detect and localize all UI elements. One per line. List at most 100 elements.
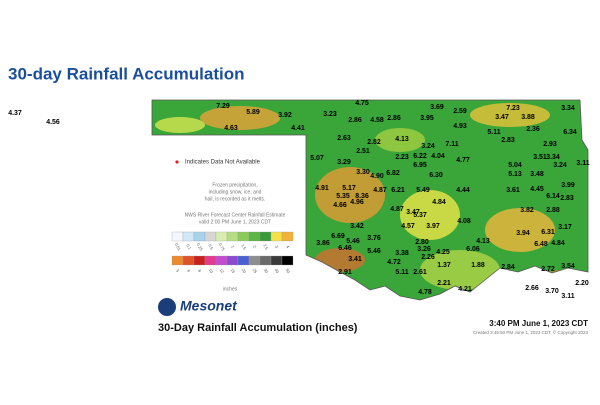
legend-swatch — [226, 231, 239, 242]
station-value: 2.72 — [541, 266, 555, 273]
station-value: 4.66 — [333, 202, 347, 209]
logo-text: Mesonet — [180, 298, 238, 314]
station-value: 4.78 — [418, 289, 432, 296]
legend-scale-label: 30 — [263, 268, 270, 275]
legend-swatch — [248, 231, 261, 242]
timestamp: 3:40 PM June 1, 2023 CDT — [489, 319, 588, 328]
station-value: 4.44 — [456, 187, 470, 194]
station-value: 3.70 — [545, 288, 559, 295]
legend-scale-label: 1 — [230, 245, 236, 250]
created-note: Created 3:45:50 PM June 1, 2023 CDT. © C… — [473, 329, 589, 335]
legend-swatch — [204, 231, 217, 242]
legend-scale-label: 12 — [219, 268, 226, 275]
legend-swatch — [204, 255, 217, 266]
nws-valid: valid 2:00 PM June 1, 2023 CDT — [199, 219, 271, 225]
station-value: 4.13 — [476, 238, 490, 245]
station-value: 6.46 — [338, 245, 352, 252]
legend-scale-label: 0.25 — [196, 242, 205, 252]
station-value: 4.45 — [530, 186, 544, 193]
legend-scale-label: 6 — [186, 269, 192, 274]
legend-scale-label: 0.01 — [174, 242, 183, 252]
station-value: 2.86 — [387, 115, 401, 122]
legend-swatch — [182, 255, 195, 266]
legend-unit: inches — [223, 286, 238, 292]
legend-scale-label: 0.1 — [185, 243, 192, 251]
station-value: 4.08 — [457, 218, 471, 225]
station-value: 3.54 — [561, 263, 575, 270]
station-value: 2.63 — [337, 135, 351, 142]
legend-swatch — [259, 255, 272, 266]
station-value: 2.66 — [525, 285, 539, 292]
station-value: 8.36 — [355, 193, 369, 200]
station-value: 4.93 — [453, 123, 467, 130]
station-value: 4.56 — [46, 119, 60, 126]
legend-scale-label: 8 — [197, 269, 203, 274]
station-value: 3.82 — [520, 207, 534, 214]
station-value: 3.95 — [420, 115, 434, 122]
station-value: 2.83 — [501, 137, 515, 144]
legend-scale-label: 3 — [274, 245, 280, 250]
station-value: 2.20 — [575, 280, 589, 287]
legend-swatch — [259, 231, 272, 242]
legend-scale-label: 2.5 — [262, 243, 269, 251]
legend-swatch — [281, 255, 294, 266]
station-value: 5.07 — [310, 155, 324, 162]
legend-scale-label: 20 — [241, 268, 248, 275]
station-value: 4.77 — [456, 157, 470, 164]
station-value: 5.17 — [342, 185, 356, 192]
legend-scale-label: 2 — [252, 245, 258, 250]
station-value: 3.47 — [406, 209, 420, 216]
station-value: 3.76 — [367, 235, 381, 242]
station-value: 7.11 — [445, 141, 458, 148]
station-value: 2.26 — [421, 254, 435, 261]
legend-scale-label: 10 — [208, 268, 215, 275]
station-value: 5.46 — [367, 248, 381, 255]
legend-scale-label: 0.5 — [207, 243, 214, 251]
legend-scale-label: 1.5 — [240, 243, 247, 251]
legend-swatch — [226, 255, 239, 266]
legend-swatch — [171, 231, 184, 242]
station-value: 6.95 — [413, 162, 427, 169]
station-value: 5.37 — [413, 212, 427, 219]
legend-scale-label: 0.75 — [218, 242, 227, 252]
station-value: 3.92 — [278, 112, 292, 119]
station-value: 3.51 — [533, 154, 547, 161]
station-value: 2.36 — [526, 126, 540, 133]
station-value: 2.84 — [501, 264, 515, 271]
station-value: 3.94 — [516, 230, 530, 237]
station-value: 2.83 — [560, 195, 574, 202]
station-value: 7.29 — [216, 103, 230, 110]
page-title: 30-day Rainfall Accumulation — [8, 64, 244, 83]
legend-scale-label: 40 — [274, 268, 281, 275]
station-value: 5.11 — [487, 129, 500, 136]
station-value: 3.34 — [546, 154, 560, 161]
station-value: 3.24 — [553, 162, 567, 169]
station-value: 2.51 — [356, 148, 370, 155]
station-value: 3.38 — [395, 250, 409, 257]
station-value: 3.23 — [323, 111, 337, 118]
station-value: 6.48 — [534, 241, 548, 248]
station-value: 3.97 — [426, 223, 440, 230]
station-value: 3.69 — [430, 104, 444, 111]
station-value: 3.30 — [356, 169, 370, 176]
station-value: 6.30 — [429, 172, 443, 179]
station-value: 4.72 — [387, 259, 401, 266]
station-value: 4.57 — [401, 223, 415, 230]
station-value: 5.04 — [508, 162, 522, 169]
station-value: 5.89 — [246, 109, 260, 116]
station-value: 3.11 — [576, 160, 589, 167]
legend-scale-label: 50 — [285, 268, 292, 275]
station-value: 5.35 — [336, 193, 350, 200]
frozen-note: including snow, ice, and — [209, 189, 262, 195]
missing-note: Indicates Data Not Available — [185, 160, 261, 166]
legend-swatch — [193, 231, 206, 242]
station-value: 1.88 — [471, 262, 485, 269]
station-value: 6.06 — [466, 246, 480, 253]
station-value: 6.22 — [413, 153, 427, 160]
legend-swatch — [215, 231, 228, 242]
station-value: 2.23 — [395, 154, 409, 161]
map — [151, 99, 589, 301]
station-value: 3.11 — [561, 293, 574, 300]
station-value: 4.37 — [8, 110, 22, 117]
